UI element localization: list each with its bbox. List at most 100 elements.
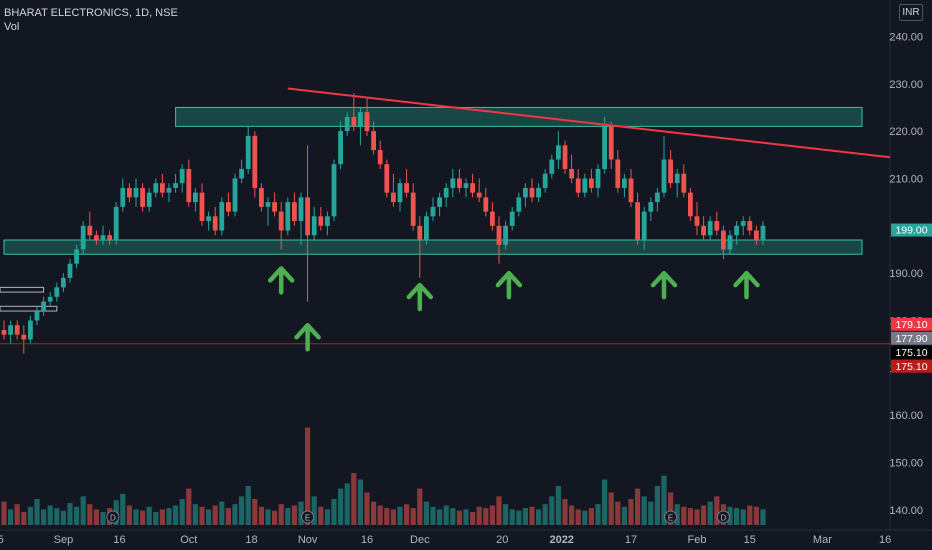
candle	[582, 173, 588, 198]
volume-bar	[305, 427, 311, 525]
candle-body	[747, 221, 753, 231]
candle-body	[265, 202, 271, 207]
volume-bar	[470, 512, 476, 525]
candle	[615, 150, 621, 193]
volume-bar	[272, 510, 278, 525]
candle-body	[107, 235, 112, 241]
volume-bar	[21, 512, 27, 525]
volume-bar	[252, 499, 258, 525]
volume-bar	[384, 508, 390, 525]
candle	[41, 296, 46, 316]
volume-bar	[8, 509, 14, 525]
price-tick-label: 210.00	[889, 173, 923, 185]
candle-body	[212, 216, 218, 231]
price-label: 199.00	[891, 223, 932, 237]
candle-body	[483, 197, 489, 212]
volume-bar	[734, 508, 740, 525]
candle	[760, 221, 766, 245]
price-label-text: 199.00	[895, 225, 927, 237]
candle-body	[28, 320, 33, 340]
volume-bar	[674, 504, 680, 525]
candle-body	[404, 183, 409, 193]
candle	[503, 221, 508, 250]
volume-bar	[377, 505, 383, 525]
time-tick-label: 18	[245, 534, 257, 546]
candle	[186, 159, 192, 207]
candle-body	[582, 178, 588, 193]
candle-body	[536, 187, 541, 198]
time-tick-label: 5	[0, 534, 4, 546]
volume-bar	[87, 504, 93, 525]
price-axis[interactable]: 140.00150.00160.00170.00180.00190.00210.…	[889, 31, 932, 517]
time-axis[interactable]: 5 Sep 16 Oct 18 Nov 16 Dec 20 2022 17 Feb 15 Mar 16	[0, 534, 891, 546]
zone-rect	[175, 106, 863, 127]
volume-bar	[595, 504, 601, 525]
candle	[120, 178, 126, 212]
candle	[67, 258, 73, 283]
candle	[54, 282, 60, 302]
up-arrow-icon	[733, 270, 760, 300]
candle	[483, 187, 489, 217]
candles	[1, 93, 766, 354]
candle-body	[133, 187, 139, 198]
time-tick-label: Sep	[54, 534, 74, 546]
candle-body	[179, 168, 185, 184]
volume-bar	[364, 492, 370, 525]
volume-bar	[569, 505, 575, 525]
volume-bar	[166, 508, 172, 525]
volume-bar	[456, 510, 462, 525]
candle-body	[450, 178, 456, 188]
time-tick-label: Oct	[180, 534, 197, 546]
candle	[153, 178, 159, 198]
candle-body	[8, 325, 13, 335]
volume-bar	[740, 509, 746, 525]
candle	[450, 168, 456, 198]
volume-bar	[331, 499, 337, 525]
candle	[94, 230, 99, 245]
candle-body	[674, 173, 680, 184]
event-marker-circle	[664, 510, 678, 524]
volume-bar	[668, 492, 674, 525]
candle-body	[311, 216, 317, 236]
candle	[417, 216, 423, 278]
candle-body	[476, 192, 482, 198]
candle-body	[707, 221, 713, 236]
volume-label: Vol	[4, 21, 20, 33]
candle-body	[338, 131, 343, 165]
candle	[331, 159, 337, 222]
candle	[133, 178, 139, 207]
candle	[28, 315, 33, 345]
volume-bar	[80, 496, 86, 525]
candle-body	[186, 168, 192, 203]
candle-body	[424, 216, 429, 241]
candle	[384, 159, 390, 198]
candle	[410, 183, 416, 231]
volume-bar	[648, 501, 654, 525]
volume-bar	[522, 508, 528, 525]
volume-bar	[232, 504, 238, 525]
candle	[529, 178, 535, 203]
candle	[681, 164, 687, 198]
candle	[318, 206, 324, 231]
volume-bar	[542, 504, 548, 525]
currency-button[interactable]: INR	[899, 4, 923, 21]
candle-body	[1, 329, 7, 335]
volume-bar	[443, 505, 449, 525]
candle-body	[272, 202, 277, 212]
time-tick-label: 2022	[549, 534, 573, 546]
volume-bar	[450, 508, 456, 525]
candle	[127, 183, 132, 203]
time-tick-label: 20	[496, 534, 508, 546]
candle-body	[668, 159, 673, 184]
volume-bar	[219, 501, 225, 525]
volume-bar	[529, 506, 535, 525]
box-marker	[0, 305, 58, 312]
candle	[206, 211, 211, 231]
volume-bar	[60, 510, 66, 525]
price-label: 175.10	[891, 359, 932, 373]
candle	[602, 116, 607, 174]
volume-bar	[318, 506, 324, 525]
time-tick-label: 16	[113, 534, 125, 546]
event-marker-icon: E	[664, 510, 678, 524]
